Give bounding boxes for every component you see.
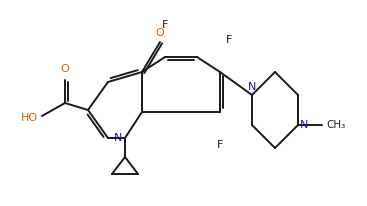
Text: N: N xyxy=(248,82,256,92)
Text: O: O xyxy=(61,64,69,74)
Text: HO: HO xyxy=(21,113,38,123)
Text: F: F xyxy=(217,140,223,150)
Text: F: F xyxy=(226,35,232,45)
Text: N: N xyxy=(300,120,308,130)
Text: F: F xyxy=(162,20,168,30)
Text: N: N xyxy=(114,133,122,143)
Text: O: O xyxy=(156,28,164,38)
Text: CH₃: CH₃ xyxy=(326,120,345,130)
